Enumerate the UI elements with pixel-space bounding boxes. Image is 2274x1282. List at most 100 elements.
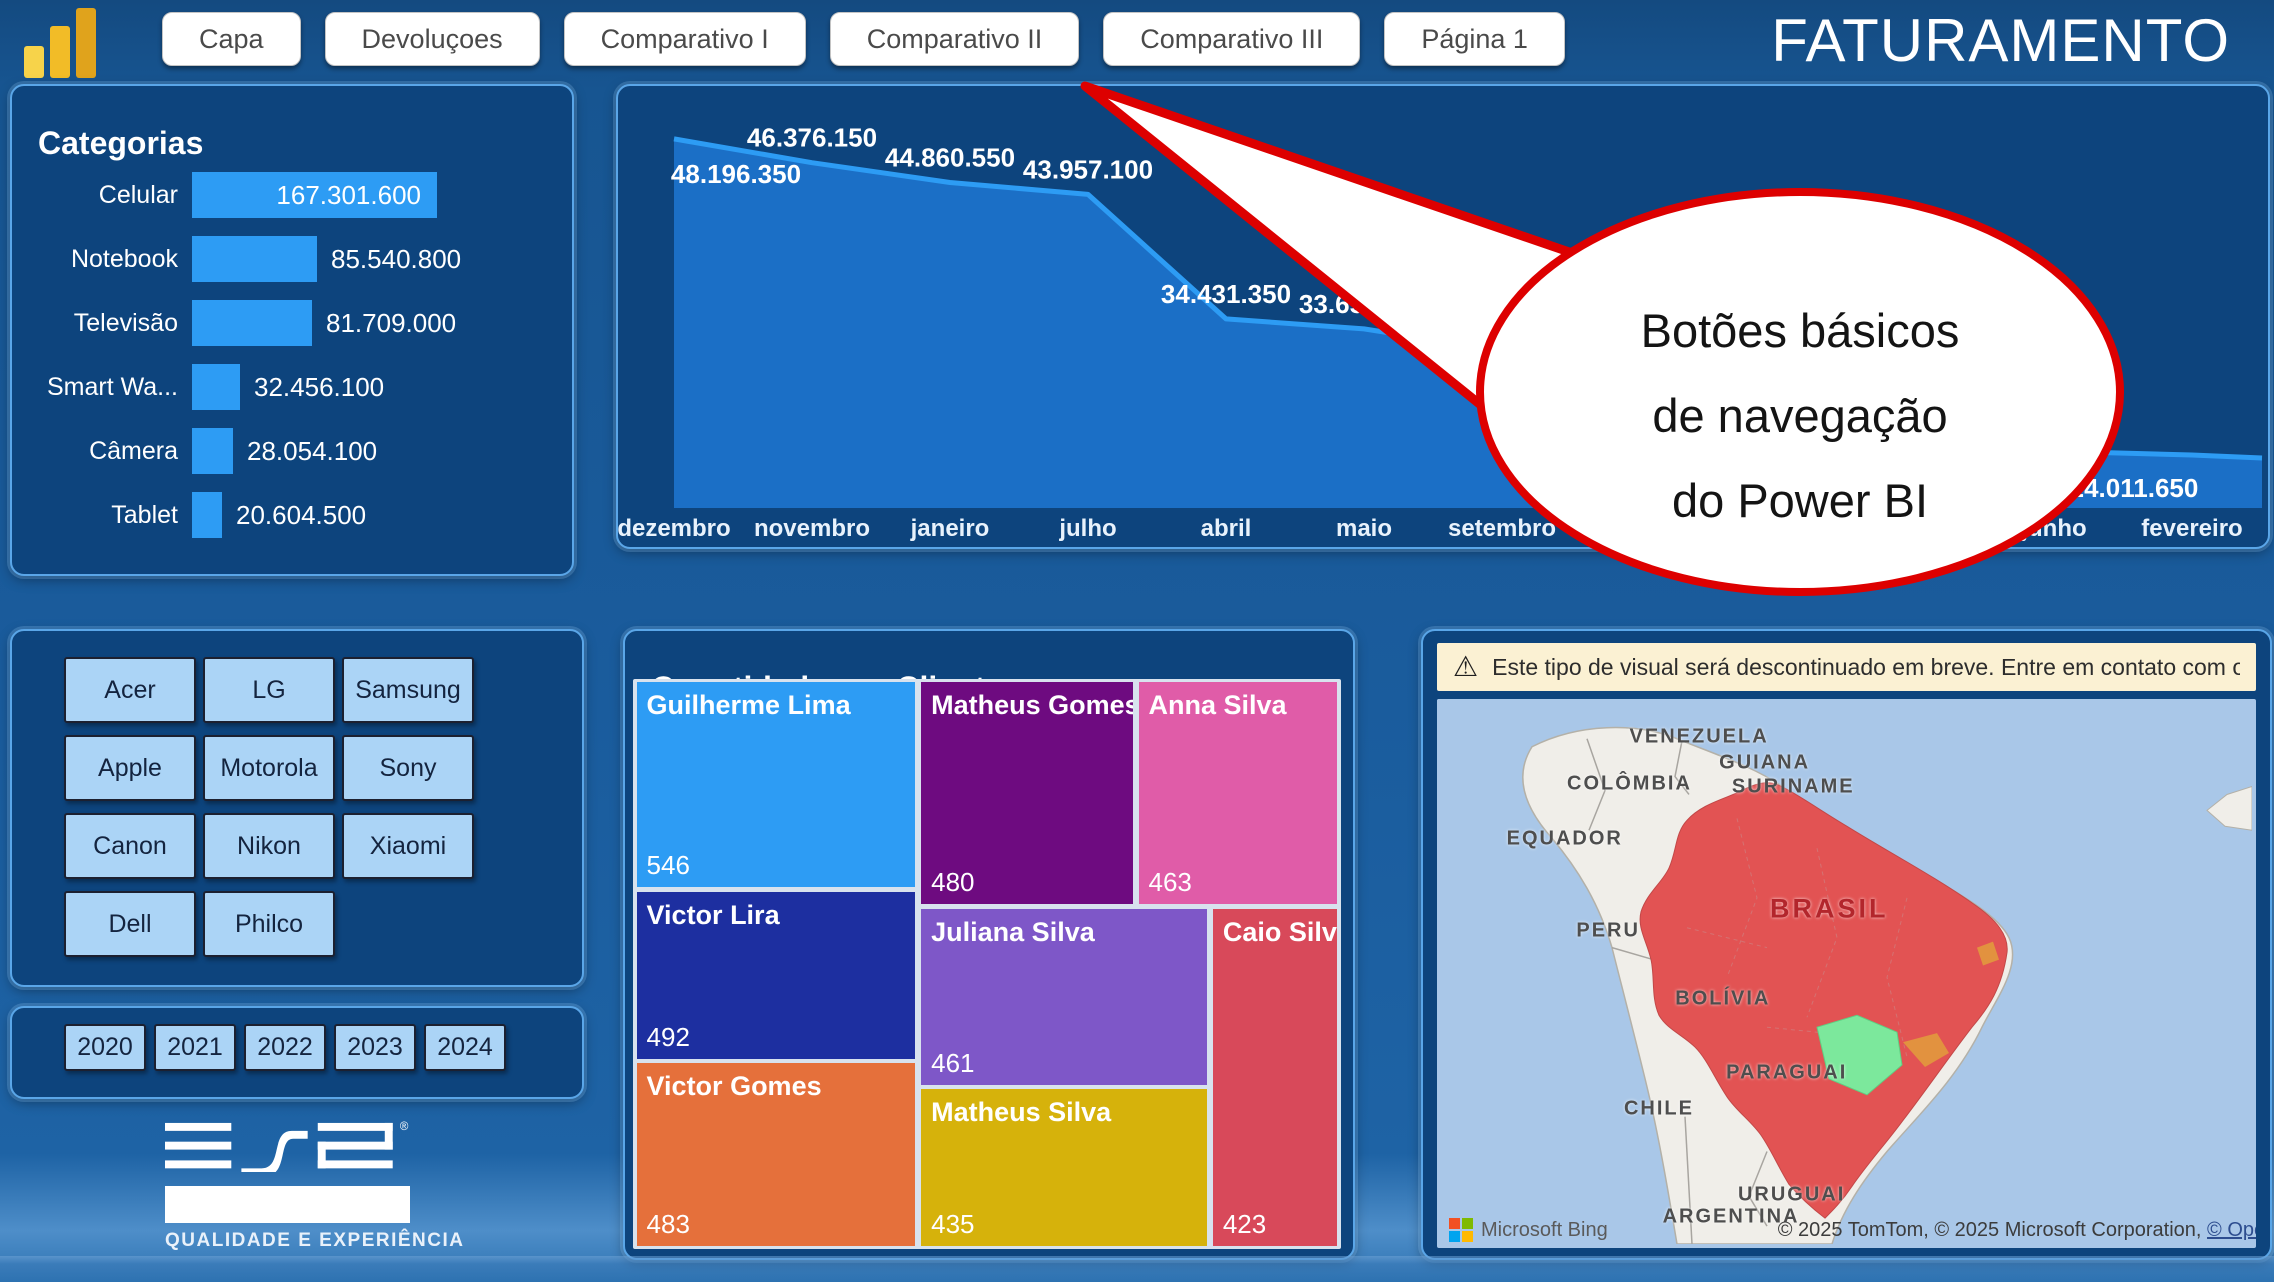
area-data-label: 48.196.350 <box>671 159 801 189</box>
treemap-tile[interactable]: Caio Silva 423 <box>1212 908 1338 1247</box>
nav-button[interactable]: Comparativo III <box>1103 12 1361 66</box>
brand-button[interactable]: Samsung <box>342 657 474 723</box>
bottom-strip <box>0 1256 2274 1282</box>
bar[interactable] <box>192 428 233 474</box>
year-button[interactable]: 2020 <box>64 1024 146 1071</box>
brand-button[interactable]: Acer <box>64 657 196 723</box>
attribution-text: © 2025 TomTom, © 2025 Microsoft Corporat… <box>1778 1219 2256 1242</box>
treemap-tile[interactable]: Juliana Silva 461 <box>921 908 1208 1085</box>
brand-button[interactable]: Motorola <box>203 735 335 801</box>
bar-row: Tablet 20.604.500 <box>30 492 564 538</box>
x-axis-label: abril <box>1201 515 1252 542</box>
bar[interactable] <box>192 364 240 410</box>
treemap-tile-name: Juliana Silva <box>931 916 1095 947</box>
treemap-tile-name: Victor Gomes <box>646 1071 822 1102</box>
ens-logo-bar <box>165 1186 410 1223</box>
categorias-bars: Celular 167.301.600 Notebook 85.540.800 Tele… <box>12 86 572 574</box>
treemap-tile[interactable]: Guilherme Lima 546 <box>636 681 916 888</box>
bar-category-label: Celular <box>98 180 178 209</box>
powerbi-logo <box>16 4 104 82</box>
x-axis-label: novembro <box>754 515 870 542</box>
treemap-tile-value: 435 <box>931 1209 975 1240</box>
year-button[interactable]: 2024 <box>424 1024 506 1071</box>
map-country-label: URUGUAI <box>1737 1183 1846 1206</box>
copyright-text: © 2025 TomTom, © 2025 Microsoft Corporat… <box>1777 1218 2202 1241</box>
brand-button[interactable]: Apple <box>64 735 196 801</box>
bar-row: Smart Wa... 32.456.100 <box>30 364 564 410</box>
nav-button[interactable]: Página 1 <box>1384 12 1565 66</box>
year-button[interactable]: 2023 <box>334 1024 416 1071</box>
treemap-tile[interactable]: Matheus Silva 435 <box>921 1089 1208 1247</box>
brand-button[interactable]: Nikon <box>203 813 335 879</box>
nav-button[interactable]: Comparativo I <box>563 12 806 66</box>
bar-row: Televisão 81.709.000 <box>30 300 564 346</box>
treemap-tile-name: Caio Silva <box>1222 916 1338 947</box>
faturamento-area-panel: 48.196.350 46.376.150 44.860.550 43.957.100… <box>616 84 2270 549</box>
brand-slicer: Acer LG Samsung Apple Motorola Sony Canon Nikon… <box>64 657 544 957</box>
area-data-label: 43.957.100 <box>1023 154 1153 184</box>
brand-button[interactable]: Dell <box>64 891 196 957</box>
bing-label: Microsoft Bing <box>1481 1218 1608 1241</box>
bar-value: 81.709.000 <box>326 307 457 338</box>
nav-button[interactable]: Devoluçoes <box>324 12 540 66</box>
treemap-tile[interactable]: Victor Gomes 483 <box>636 1063 916 1247</box>
categorias-title: Categorias <box>38 124 204 161</box>
deprecation-warning: ⚠ Este tipo de visual será descontinuado… <box>1437 643 2256 691</box>
bar-value: 85.540.800 <box>331 243 462 274</box>
x-axis-label: fevereiro <box>2141 515 2242 542</box>
year-button[interactable]: 2022 <box>244 1024 326 1071</box>
map-country-label: BOLÍVIA <box>1675 987 1771 1010</box>
treemap-tile[interactable]: Anna Silva 463 <box>1138 681 1338 905</box>
area-fill <box>674 138 2262 508</box>
area-data-label: 46.376.150 <box>747 123 877 153</box>
year-slicer: 2020 2021 2022 2023 2024 <box>64 1024 506 1071</box>
nav-button[interactable]: Comparativo II <box>829 12 1080 66</box>
map-country-label: BRASIL <box>1770 893 1889 924</box>
brand-button[interactable]: Sony <box>342 735 474 801</box>
treemap-tile[interactable]: Victor Lira 492 <box>636 891 916 1059</box>
ens-logo: ® QUALIDADE E EXPERIÊNCIA <box>165 1120 463 1252</box>
bar[interactable] <box>192 300 312 346</box>
bar-value: 167.301.600 <box>276 180 421 210</box>
brand-button[interactable]: Xiaomi <box>342 813 474 879</box>
treemap-tile-name: Anna Silva <box>1148 689 1287 720</box>
brand-button[interactable]: Philco <box>203 891 335 957</box>
bar-category-label: Televisão <box>73 308 178 337</box>
area-chart[interactable]: 48.196.350 46.376.150 44.860.550 43.957.100… <box>618 86 2264 543</box>
ens-logo-glyphs: ® <box>165 1121 409 1177</box>
bar-category-label: Notebook <box>70 244 178 273</box>
x-axis-label: dezembro <box>618 515 731 542</box>
bar[interactable]: 167.301.600 <box>192 172 437 218</box>
year-slicer-panel: 2020 2021 2022 2023 2024 <box>10 1006 584 1099</box>
area-data-label: 33.658.950 <box>1299 289 1429 319</box>
bar[interactable] <box>192 492 222 538</box>
x-axis-label: julho <box>1058 515 1116 542</box>
area-data-label: 24.011.650 <box>2070 473 2199 503</box>
treemap-tile[interactable]: Matheus Gomes 480 <box>921 681 1133 905</box>
nav-button[interactable]: Capa <box>162 12 301 66</box>
year-button[interactable]: 2021 <box>154 1024 236 1071</box>
openstreetmap-link[interactable]: © OpenStreetMap <box>2207 1218 2256 1241</box>
microsoft-logo-icon <box>1449 1218 1473 1242</box>
page-navigation: Capa Devoluçoes Comparativo I Comparativo I… <box>162 12 1565 66</box>
brand-button[interactable]: Canon <box>64 813 196 879</box>
area-data-label: 44.860.550 <box>885 143 1015 173</box>
treemap-tile-name: Matheus Silva <box>931 1097 1112 1128</box>
bar[interactable] <box>192 236 317 282</box>
map-country-label: PARAGUAI <box>1726 1061 1848 1084</box>
brand-slicer-panel: Acer LG Samsung Apple Motorola Sony Canon Nikon… <box>10 629 584 987</box>
bar-row: Notebook 85.540.800 <box>30 236 564 282</box>
svg-text:®: ® <box>400 1121 409 1133</box>
x-axis-label: janeiro <box>910 515 990 542</box>
treemap-tile-name: Matheus Gomes <box>931 689 1133 720</box>
treemap-tile-value: 461 <box>931 1047 975 1078</box>
treemap-tile-value: 546 <box>646 850 690 881</box>
bar-row: Câmera 28.054.100 <box>30 428 564 474</box>
treemap-tile-value: 480 <box>931 867 975 898</box>
categorias-panel: Categorias Celular 167.301.600 Notebook 85.… <box>10 84 574 576</box>
area-data-label: 34.431.350 <box>1161 279 1291 309</box>
brand-button[interactable]: LG <box>203 657 335 723</box>
map-visual[interactable]: VENEZUELA GUIANA SURINAME COLÔMBIA EQUADOR PE… <box>1437 699 2256 1248</box>
map-country-label: SURINAME <box>1731 775 1855 798</box>
